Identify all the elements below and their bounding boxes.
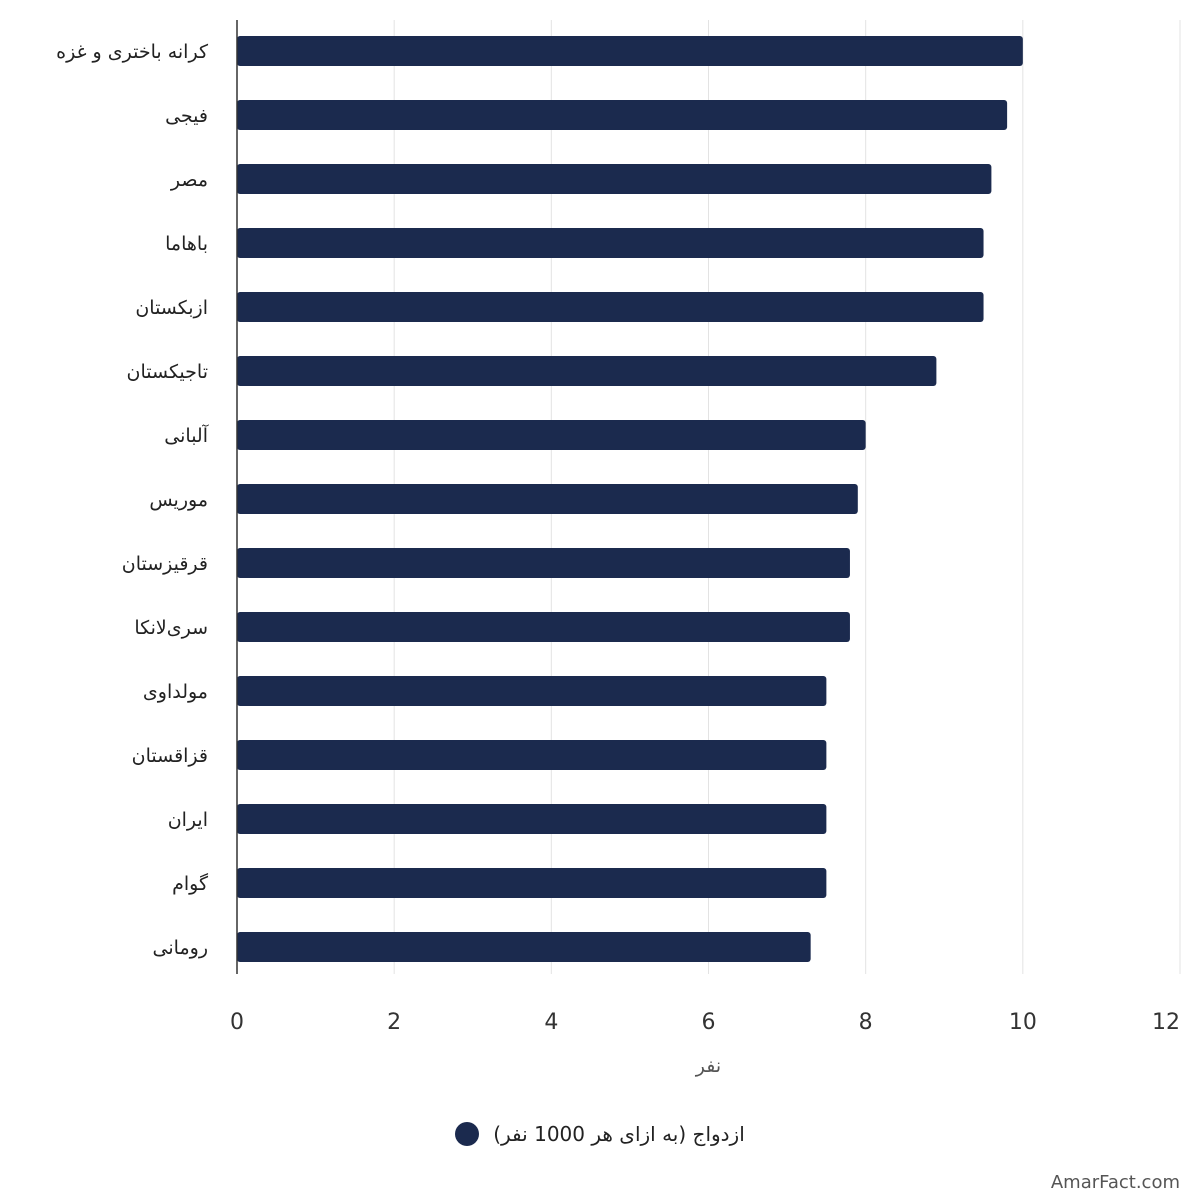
bars (237, 36, 1023, 962)
category-label: فیجی (165, 105, 208, 127)
category-label: گوام (172, 872, 209, 895)
category-label: سری‌لانکا (134, 617, 208, 639)
legend-label: ازدواج (به ازای هر 1000 نفر) (493, 1122, 745, 1146)
x-axis-title: نفر (695, 1055, 721, 1077)
x-tick-label: 2 (387, 1010, 401, 1035)
bar[interactable] (237, 676, 827, 706)
legend-marker-icon (455, 1122, 480, 1146)
bar-chart: کرانه باختری و غزه فیجی مصر باهاما ازبکستان ت… (56, 20, 1181, 1077)
bar[interactable] (237, 420, 866, 450)
bar[interactable] (237, 484, 858, 514)
x-tick-label: 0 (230, 1010, 244, 1035)
category-label: تاجیکستان (127, 361, 208, 383)
bar[interactable] (237, 228, 984, 258)
bar[interactable] (237, 548, 850, 578)
bar[interactable] (237, 36, 1023, 66)
category-label: باهاما (165, 233, 208, 255)
x-tick-label: 10 (1009, 1010, 1037, 1035)
category-label: ایران (168, 809, 208, 831)
category-labels: کرانه باختری و غزه فیجی مصر باهاما ازبکستان ت… (56, 41, 209, 959)
category-label: ازبکستان (135, 297, 208, 319)
category-label: رومانی (153, 937, 208, 959)
bar[interactable] (237, 100, 1008, 130)
bar[interactable] (237, 612, 850, 642)
category-label: مولداوی (143, 681, 208, 703)
bar[interactable] (237, 164, 992, 194)
category-label: کرانه باختری و غزه (56, 41, 209, 63)
bar[interactable] (237, 804, 827, 834)
x-tick-labels: 0 2 4 6 8 10 12 (230, 1010, 1180, 1035)
category-label: مصر (170, 169, 208, 191)
bar[interactable] (237, 292, 984, 322)
bar[interactable] (237, 740, 827, 770)
watermark: AmarFact.com (1050, 1172, 1180, 1193)
category-label: آلبانی (164, 423, 208, 447)
bar[interactable] (237, 356, 937, 386)
legend[interactable]: ازدواج (به ازای هر 1000 نفر) (0, 1122, 1200, 1146)
x-tick-label: 4 (544, 1010, 558, 1035)
category-label: قرقیزستان (122, 553, 208, 575)
x-tick-label: 6 (702, 1010, 716, 1035)
category-label: موریس (149, 489, 208, 511)
category-label: قزاقستان (132, 745, 208, 767)
x-tick-label: 12 (1152, 1010, 1180, 1035)
bar[interactable] (237, 932, 811, 962)
bar[interactable] (237, 868, 827, 898)
x-tick-label: 8 (859, 1010, 873, 1035)
